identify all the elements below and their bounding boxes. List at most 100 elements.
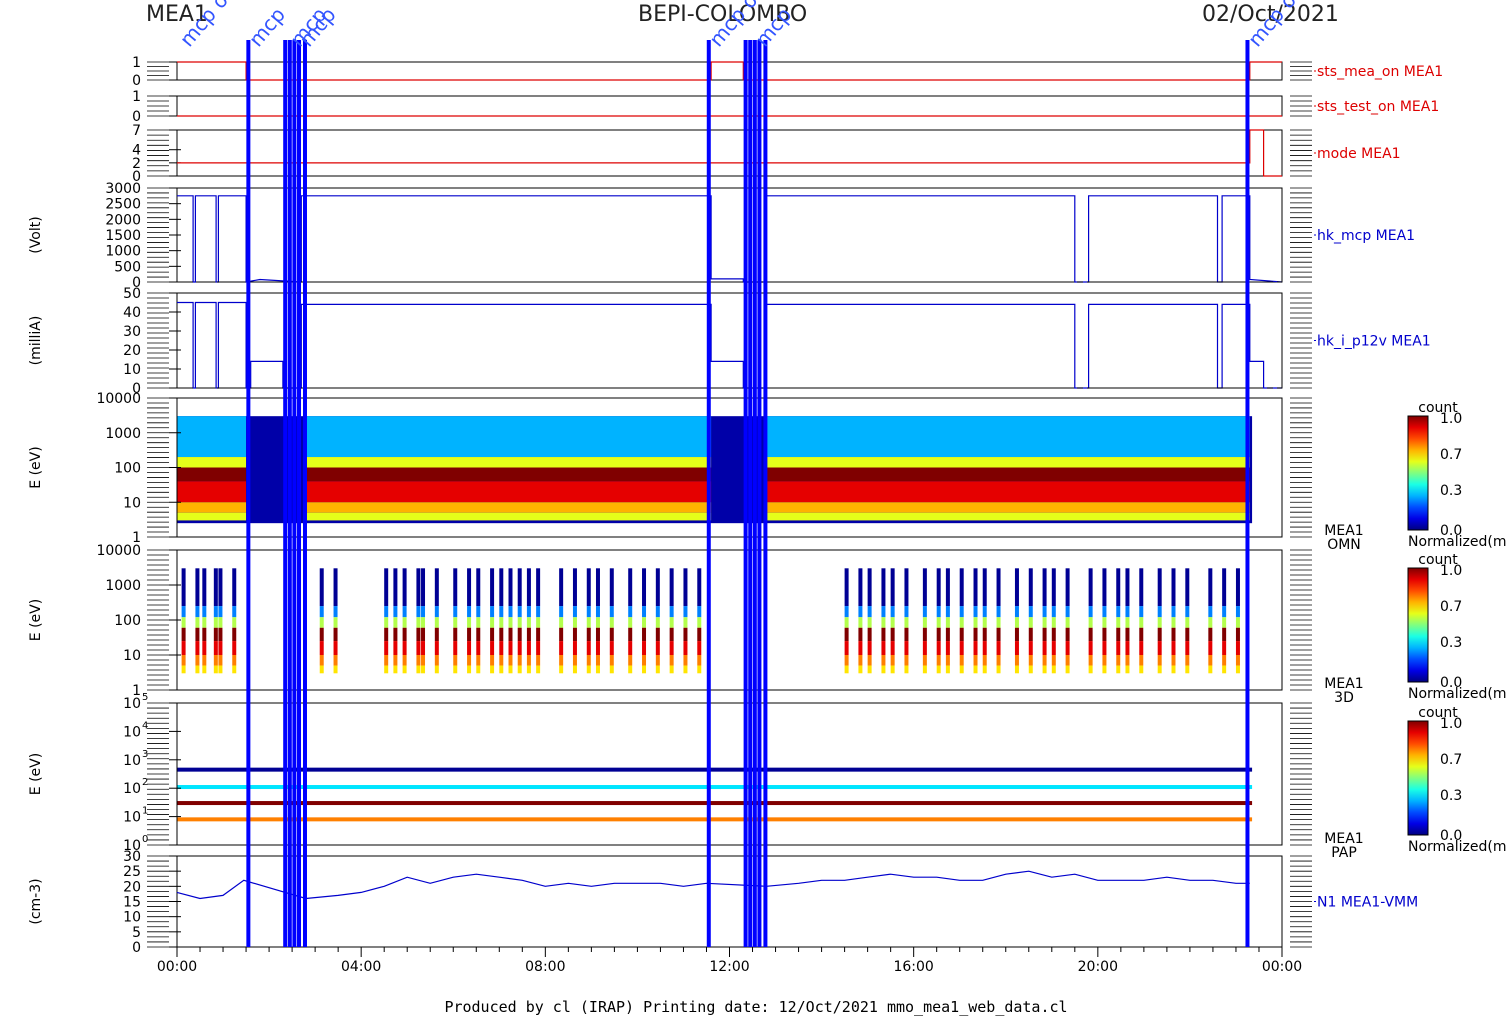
burst-bar bbox=[936, 641, 941, 655]
panel-frame bbox=[176, 855, 1283, 948]
burst-bar bbox=[1102, 641, 1107, 655]
burst-bar bbox=[181, 627, 186, 642]
burst-bar bbox=[881, 617, 886, 628]
burst-bar bbox=[1042, 627, 1047, 642]
omni-energy-band bbox=[766, 481, 1250, 503]
x-tick-label: 20:00 bbox=[1078, 959, 1118, 975]
burst-bar bbox=[218, 606, 223, 618]
burst-bar bbox=[996, 641, 1001, 655]
y-tick-label: 2000 bbox=[105, 212, 141, 228]
burst-bar bbox=[508, 655, 513, 666]
y-tick-label: 20 bbox=[123, 343, 141, 359]
burst-bar bbox=[1157, 665, 1162, 674]
burst-bar bbox=[1014, 606, 1019, 618]
burst-bar bbox=[559, 627, 564, 642]
burst-bar bbox=[467, 641, 472, 655]
y-tick-label: 2 bbox=[132, 156, 141, 172]
omni-energy-band bbox=[177, 416, 247, 458]
pap-band bbox=[177, 785, 1253, 790]
y-tick-exponent: 4 bbox=[142, 720, 148, 731]
burst-bar bbox=[982, 568, 987, 607]
pap-band bbox=[177, 817, 1253, 822]
burst-bar bbox=[959, 655, 964, 666]
burst-bar bbox=[959, 627, 964, 642]
burst-bar bbox=[1185, 627, 1190, 642]
colorbar-tick: 0.3 bbox=[1440, 635, 1462, 651]
panel-label-sub: 3D bbox=[1334, 690, 1354, 706]
burst-bar bbox=[1157, 606, 1162, 618]
burst-bar bbox=[628, 641, 633, 655]
burst-bar bbox=[1065, 568, 1070, 607]
burst-bar bbox=[393, 641, 398, 655]
burst-bar bbox=[1028, 617, 1033, 628]
burst-bar bbox=[945, 568, 950, 607]
y-tick-exponent: 3 bbox=[142, 749, 148, 760]
burst-bar bbox=[1235, 665, 1240, 674]
x-tick-label: 08:00 bbox=[525, 959, 565, 975]
burst-bar bbox=[333, 617, 338, 628]
burst-bar bbox=[959, 568, 964, 607]
panel-label-sub: OMN bbox=[1327, 537, 1361, 553]
burst-bar bbox=[536, 665, 541, 674]
burst-bar bbox=[1235, 641, 1240, 655]
burst-bar bbox=[572, 617, 577, 628]
burst-bar bbox=[1028, 665, 1033, 674]
colorbar-title: count bbox=[1418, 552, 1458, 568]
colorbar-tick: 1.0 bbox=[1440, 716, 1462, 732]
burst-bar bbox=[476, 568, 481, 607]
burst-bar bbox=[536, 617, 541, 628]
burst-bar bbox=[867, 568, 872, 607]
burst-bar bbox=[218, 568, 223, 607]
burst-bar bbox=[642, 627, 647, 642]
burst-bar bbox=[982, 641, 987, 655]
omni-energy-band bbox=[305, 481, 712, 503]
burst-bar bbox=[1171, 641, 1176, 655]
y-tick-label: 1000 bbox=[105, 578, 141, 594]
burst-bar bbox=[453, 665, 458, 674]
burst-bar bbox=[1157, 568, 1162, 607]
burst-bar bbox=[508, 617, 513, 628]
burst-bar bbox=[1051, 627, 1056, 642]
burst-bar bbox=[904, 665, 909, 674]
burst-bar bbox=[490, 617, 495, 628]
y-tick-label: 25 bbox=[123, 864, 141, 880]
omni-energy-band bbox=[177, 457, 247, 468]
y-tick-label: 100 bbox=[114, 461, 141, 477]
y-tick-label: 1 bbox=[132, 683, 141, 699]
colorbar-tick: 0.7 bbox=[1440, 752, 1462, 768]
burst-bar bbox=[1139, 641, 1144, 655]
burst-bar bbox=[595, 606, 600, 618]
burst-bar bbox=[1116, 641, 1121, 655]
burst-bar bbox=[490, 665, 495, 674]
burst-bar bbox=[609, 606, 614, 618]
burst-bar bbox=[402, 627, 407, 642]
burst-bar bbox=[1185, 617, 1190, 628]
burst-bar bbox=[393, 568, 398, 607]
burst-bar bbox=[595, 568, 600, 607]
heatmap-3d bbox=[181, 568, 1240, 674]
burst-bar bbox=[402, 641, 407, 655]
burst-bar bbox=[1185, 606, 1190, 618]
burst-bar bbox=[232, 568, 237, 607]
series-mode bbox=[177, 129, 1282, 177]
burst-bar bbox=[393, 665, 398, 674]
y-tick-label: 7 bbox=[132, 123, 141, 139]
burst-bar bbox=[202, 655, 207, 666]
burst-bar bbox=[683, 627, 688, 642]
burst-bar bbox=[416, 617, 421, 628]
y-tick-exponent: 5 bbox=[142, 692, 148, 703]
burst-bar bbox=[1028, 627, 1033, 642]
burst-bar bbox=[1116, 606, 1121, 618]
panel-frame bbox=[176, 187, 1283, 283]
burst-bar bbox=[195, 568, 200, 607]
colorbar-title: count bbox=[1418, 400, 1458, 416]
burst-bar bbox=[959, 665, 964, 674]
burst-bar bbox=[181, 665, 186, 674]
burst-bar bbox=[1185, 641, 1190, 655]
burst-bar bbox=[1208, 641, 1213, 655]
burst-bar bbox=[402, 568, 407, 607]
burst-bar bbox=[1139, 617, 1144, 628]
burst-bar bbox=[1157, 641, 1162, 655]
burst-bar bbox=[453, 641, 458, 655]
